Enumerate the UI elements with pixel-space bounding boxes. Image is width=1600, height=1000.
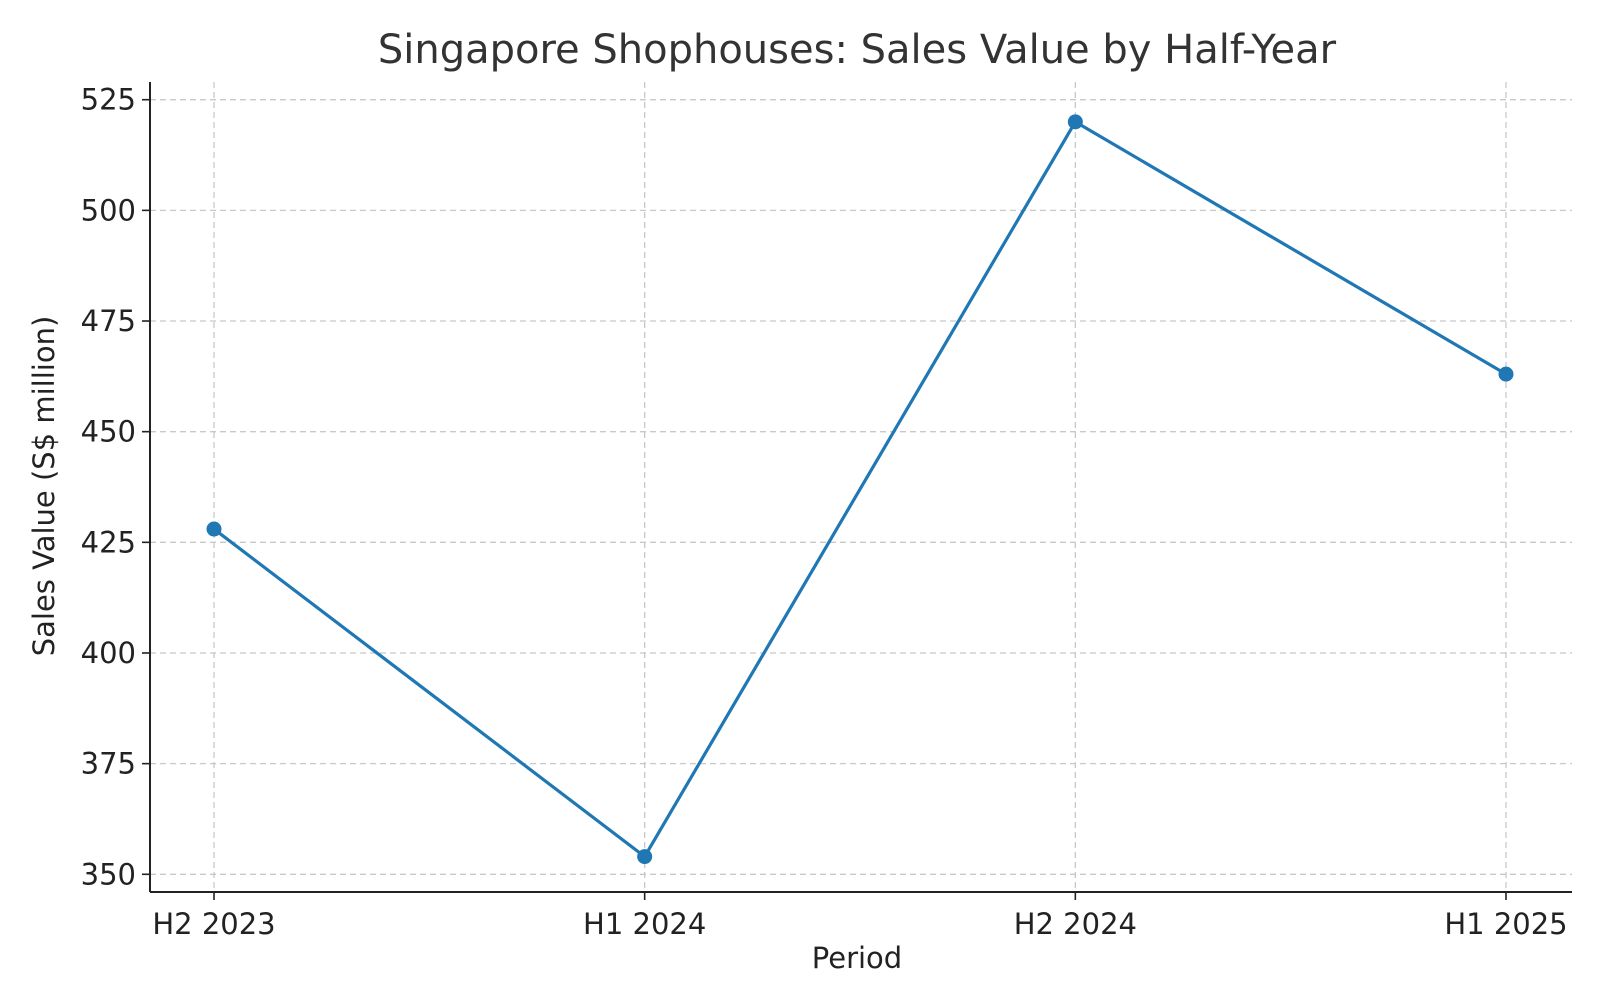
y-axis-label: Sales Value (S$ million) (27, 316, 61, 657)
y-tick-label: 375 (81, 747, 136, 781)
data-series (206, 114, 1514, 865)
x-tick-label: H1 2024 (583, 907, 706, 941)
chart-title: Singapore Shophouses: Sales Value by Hal… (378, 27, 1337, 73)
x-axis-label: Period (812, 941, 902, 975)
y-tick-label: 525 (81, 83, 136, 117)
data-point (637, 849, 653, 865)
y-tick-label: 400 (81, 636, 136, 670)
axes (149, 82, 1572, 893)
grid-lines (150, 82, 1572, 892)
x-tick-label: H2 2023 (152, 907, 275, 941)
y-tick-label: 500 (81, 193, 136, 227)
x-tick-label: H1 2025 (1444, 907, 1567, 941)
data-point (206, 521, 222, 537)
data-point (1067, 114, 1083, 130)
y-tick-label: 475 (81, 304, 136, 338)
x-tick-label: H2 2024 (1014, 907, 1137, 941)
series-line (212, 120, 1508, 859)
y-tick-label: 450 (81, 415, 136, 449)
y-tick-label: 350 (81, 857, 136, 891)
y-tick-label: 425 (81, 525, 136, 559)
tick-labels: 350 375 400 425 450 475 500 525 H2 2023 H1 2024 H2… (81, 83, 1568, 941)
data-point (1498, 366, 1514, 382)
